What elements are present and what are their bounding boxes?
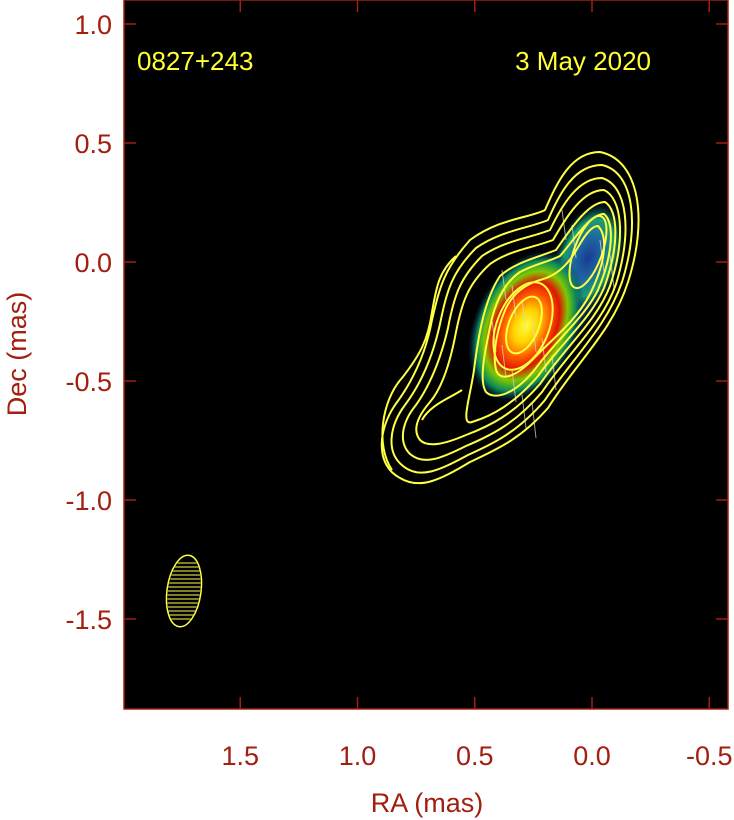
contour-level-5 — [465, 200, 617, 424]
plot-area — [124, 0, 728, 709]
y-tick-label: 0.5 — [74, 129, 112, 159]
source-label: 0827+243 — [137, 46, 253, 76]
x-tick-label: 1.0 — [339, 741, 377, 771]
contour-level-9 — [505, 295, 543, 355]
contour-level-6 — [481, 212, 612, 397]
contour-level-4 — [415, 188, 621, 446]
contour-level-8b — [568, 214, 608, 290]
x-axis-title: RA (mas) — [371, 788, 484, 818]
contour-outer-tail — [381, 255, 463, 471]
y-tick-label: -0.5 — [65, 367, 112, 397]
y-tick-label: 1.0 — [74, 10, 112, 40]
y-axis: 1.0 0.5 0.0 -0.5 -1.0 -1.5 — [65, 10, 728, 635]
contour-level-1 — [380, 150, 640, 485]
contour-level-3 — [401, 176, 627, 461]
y-tick-label: -1.0 — [65, 486, 112, 516]
beam-ellipse — [165, 554, 203, 628]
date-label: 3 May 2020 — [515, 46, 651, 76]
x-tick-label: 0.0 — [573, 741, 611, 771]
y-tick-label: -1.5 — [65, 605, 112, 635]
x-tick-label: 0.5 — [456, 741, 494, 771]
y-tick-label: 0.0 — [74, 248, 112, 278]
contour-level-8 — [492, 281, 554, 371]
x-axis: 1.5 1.0 0.5 0.0 -0.5 — [221, 0, 733, 771]
y-axis-title: Dec (mas) — [2, 292, 32, 417]
contours — [380, 150, 640, 485]
contour-level-2 — [390, 163, 634, 474]
contour-level-7 — [493, 224, 606, 378]
x-tick-label: -0.5 — [686, 741, 733, 771]
x-tick-label: 1.5 — [221, 741, 259, 771]
plot-frame — [123, 0, 729, 710]
